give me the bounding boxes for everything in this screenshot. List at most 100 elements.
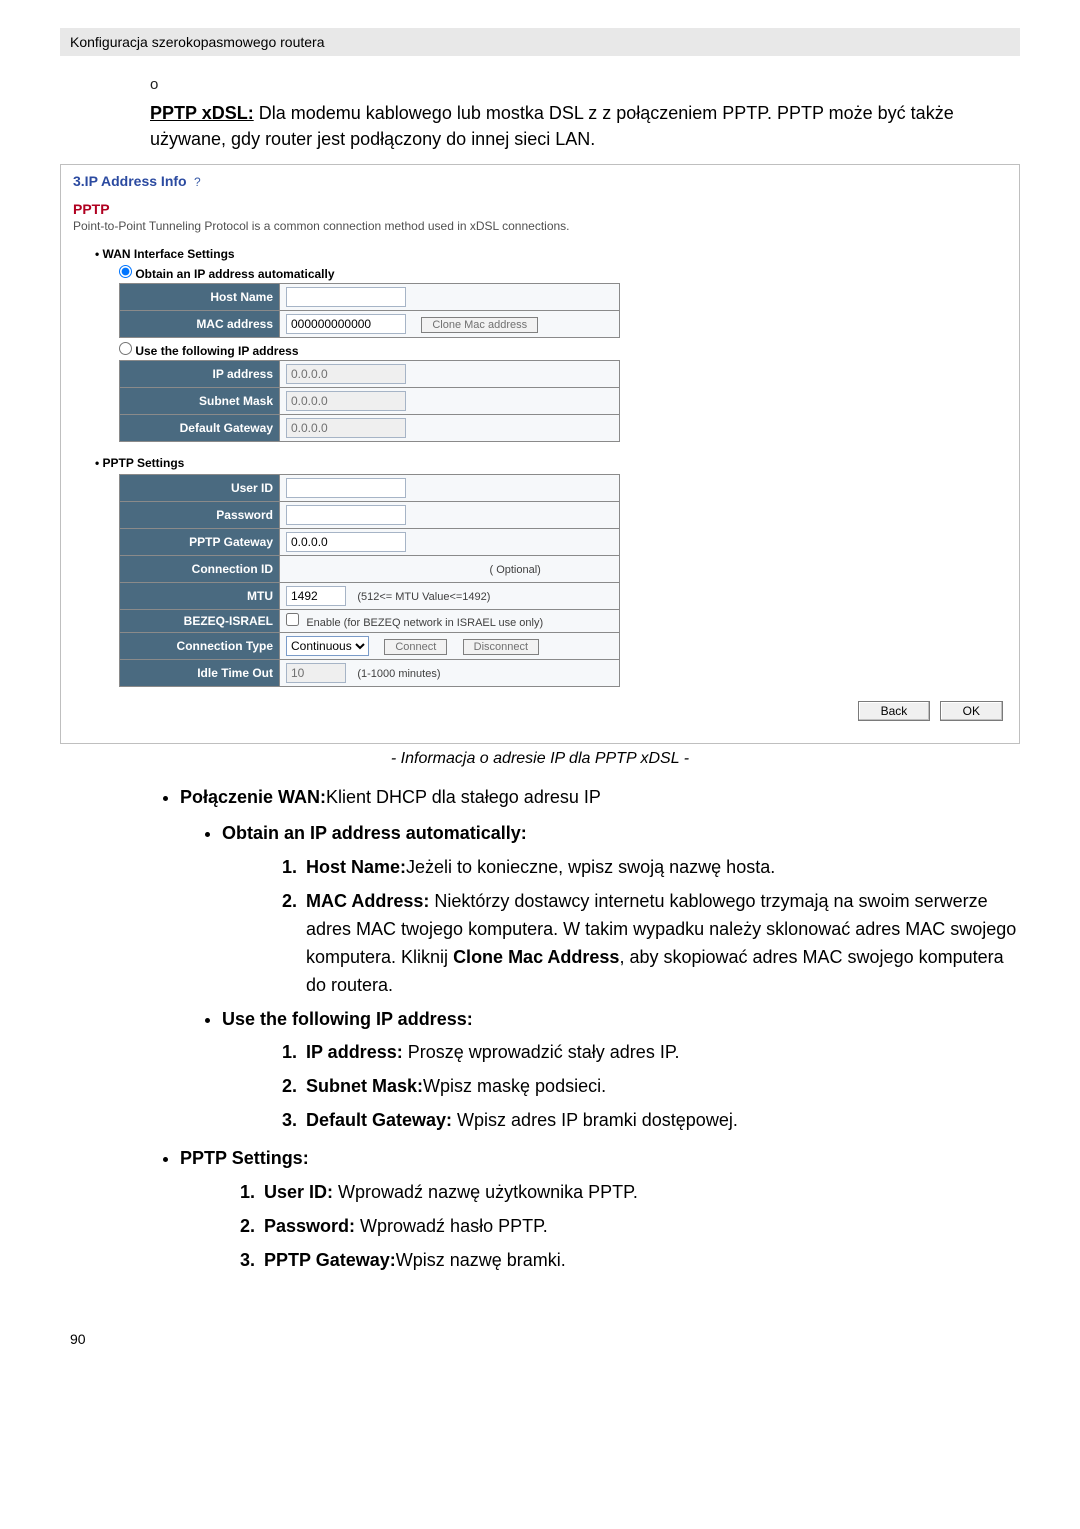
list-item: Obtain an IP address automatically: Host… [222, 820, 1020, 999]
doc-header: Konfiguracja szerokopasmowego routera [60, 28, 1020, 56]
intro: o PPTP xDSL: Dla modemu kablowego lub mo… [150, 74, 1020, 152]
table-row: PPTP Gateway [120, 529, 620, 556]
cell-label: Connection ID [120, 556, 280, 583]
cell-label: IP address [120, 361, 280, 388]
idle-timeout-input [286, 663, 346, 683]
cell-label: BEZEQ-ISRAEL [120, 610, 280, 633]
password-input[interactable] [286, 505, 406, 525]
label-text: Host Name: [306, 857, 406, 877]
ip-address-input [286, 364, 406, 384]
default-gateway-input [286, 418, 406, 438]
list-item: Default Gateway: Wpisz adres IP bramki d… [302, 1107, 1020, 1135]
cell-label: Default Gateway [120, 415, 280, 442]
cell-label: User ID [120, 475, 280, 502]
cell-label: Subnet Mask [120, 388, 280, 415]
label-text: Password: [264, 1216, 355, 1236]
intro-marker: o [150, 74, 176, 96]
ok-button[interactable]: OK [940, 701, 1003, 721]
table-row: Host Name [120, 284, 620, 311]
list-item: User ID: Wprowadź nazwę użytkownika PPTP… [260, 1179, 1020, 1207]
mtu-input[interactable] [286, 586, 346, 606]
hint-text: (1-1000 minutes) [357, 668, 440, 680]
cell-label: Connection Type [120, 633, 280, 660]
label-text: Default Gateway: [306, 1110, 452, 1130]
subnet-mask-input [286, 391, 406, 411]
radio-use-static-label: Use the following IP address [135, 344, 298, 358]
list-item: Password: Wprowadź hasło PPTP. [260, 1213, 1020, 1241]
table-wan-auto: Host Name MAC address Clone Mac address [119, 283, 620, 338]
label-text: PPTP Settings: [180, 1148, 309, 1168]
list-item: PPTP Settings: User ID: Wprowadź nazwę u… [180, 1145, 1020, 1275]
host-name-input[interactable] [286, 287, 406, 307]
mac-address-input[interactable] [286, 314, 406, 334]
user-id-input[interactable] [286, 478, 406, 498]
radio-obtain-auto[interactable]: Obtain an IP address automatically [119, 267, 335, 281]
label-text: PPTP Gateway: [264, 1250, 396, 1270]
table-wan-static: IP address Subnet Mask Default Gateway [119, 360, 620, 442]
back-button[interactable]: Back [858, 701, 931, 721]
cell-label: Idle Time Out [120, 660, 280, 687]
table-row: IP address [120, 361, 620, 388]
list-item: PPTP Gateway:Wpisz nazwę bramki. [260, 1247, 1020, 1275]
figure-caption: - Informacja o adresie IP dla PPTP xDSL … [60, 750, 1020, 768]
pptp-subtext: Point-to-Point Tunneling Protocol is a c… [73, 219, 1007, 233]
table-row: MTU (512<= MTU Value<=1492) [120, 583, 620, 610]
label-text: User ID: [264, 1182, 333, 1202]
table-row: Default Gateway [120, 415, 620, 442]
cell-label: MTU [120, 583, 280, 610]
value-text: Wpisz maskę podsieci. [423, 1076, 606, 1096]
connect-button[interactable]: Connect [384, 639, 447, 655]
cell-label: MAC address [120, 311, 280, 338]
wan-settings-title: WAN Interface Settings [95, 247, 1007, 261]
list-item: Subnet Mask:Wpisz maskę podsieci. [302, 1073, 1020, 1101]
label-text: Use the following IP address: [222, 1009, 473, 1029]
value-text: Klient DHCP dla stałego adresu IP [326, 787, 601, 807]
value-text: Proszę wprowadzić stały adres IP. [403, 1042, 680, 1062]
table-pptp: User ID Password PPTP Gateway Connection… [119, 474, 620, 687]
pptp-settings-title: PPTP Settings [95, 456, 1007, 470]
radio-obtain-auto-label: Obtain an IP address automatically [135, 267, 334, 281]
intro-text: Dla modemu kablowego lub mostka DSL z z … [150, 103, 954, 149]
label-text: Subnet Mask: [306, 1076, 423, 1096]
cell-label: Password [120, 502, 280, 529]
list-item: Use the following IP address: IP address… [222, 1006, 1020, 1136]
list-item: MAC Address: Niektórzy dostawcy internet… [302, 888, 1020, 1000]
pptp-gateway-input[interactable] [286, 532, 406, 552]
intro-title: PPTP xDSL: [150, 103, 254, 123]
cell-label: PPTP Gateway [120, 529, 280, 556]
section-title: 3.IP Address Info [73, 173, 187, 189]
radio-obtain-auto-input[interactable] [119, 265, 132, 278]
hint-text: Enable (for BEZEQ network in ISRAEL use … [306, 617, 543, 629]
label-text: IP address: [306, 1042, 403, 1062]
disconnect-button[interactable]: Disconnect [463, 639, 539, 655]
value-text: Wpisz nazwę bramki. [396, 1250, 566, 1270]
clone-mac-button[interactable]: Clone Mac address [421, 317, 538, 333]
cell-label: Host Name [120, 284, 280, 311]
table-row: Subnet Mask [120, 388, 620, 415]
connection-type-select[interactable]: Continuous [286, 636, 369, 656]
label-text: Obtain an IP address automatically: [222, 823, 527, 843]
help-icon[interactable]: ? [194, 175, 201, 189]
radio-use-static-input[interactable] [119, 342, 132, 355]
label-text: MAC Address: [306, 891, 429, 911]
value-text: Wprowadź hasło PPTP. [355, 1216, 548, 1236]
table-row: MAC address Clone Mac address [120, 311, 620, 338]
list-item: Połączenie WAN:Klient DHCP dla stałego a… [180, 784, 1020, 1135]
value-text: Wprowadź nazwę użytkownika PPTP. [333, 1182, 638, 1202]
radio-use-static[interactable]: Use the following IP address [119, 344, 299, 358]
bezeq-checkbox[interactable] [286, 613, 299, 626]
table-row: User ID [120, 475, 620, 502]
label-text: Połączenie WAN: [180, 787, 326, 807]
list-item: Host Name:Jeżeli to konieczne, wpisz swo… [302, 854, 1020, 882]
list-item: IP address: Proszę wprowadzić stały adre… [302, 1039, 1020, 1067]
label-text: Clone Mac Address [453, 947, 619, 967]
value-text: Jeżeli to konieczne, wpisz swoją nazwę h… [406, 857, 775, 877]
pptp-title-red: PPTP [73, 201, 1007, 217]
table-row: Idle Time Out (1-1000 minutes) [120, 660, 620, 687]
hint-text: ( Optional) [489, 564, 540, 576]
table-row: Connection Type Continuous Connect Disco… [120, 633, 620, 660]
hint-text: (512<= MTU Value<=1492) [357, 591, 490, 603]
table-row: Password [120, 502, 620, 529]
table-row: BEZEQ-ISRAEL Enable (for BEZEQ network i… [120, 610, 620, 633]
value-text: Wpisz adres IP bramki dostępowej. [452, 1110, 738, 1130]
